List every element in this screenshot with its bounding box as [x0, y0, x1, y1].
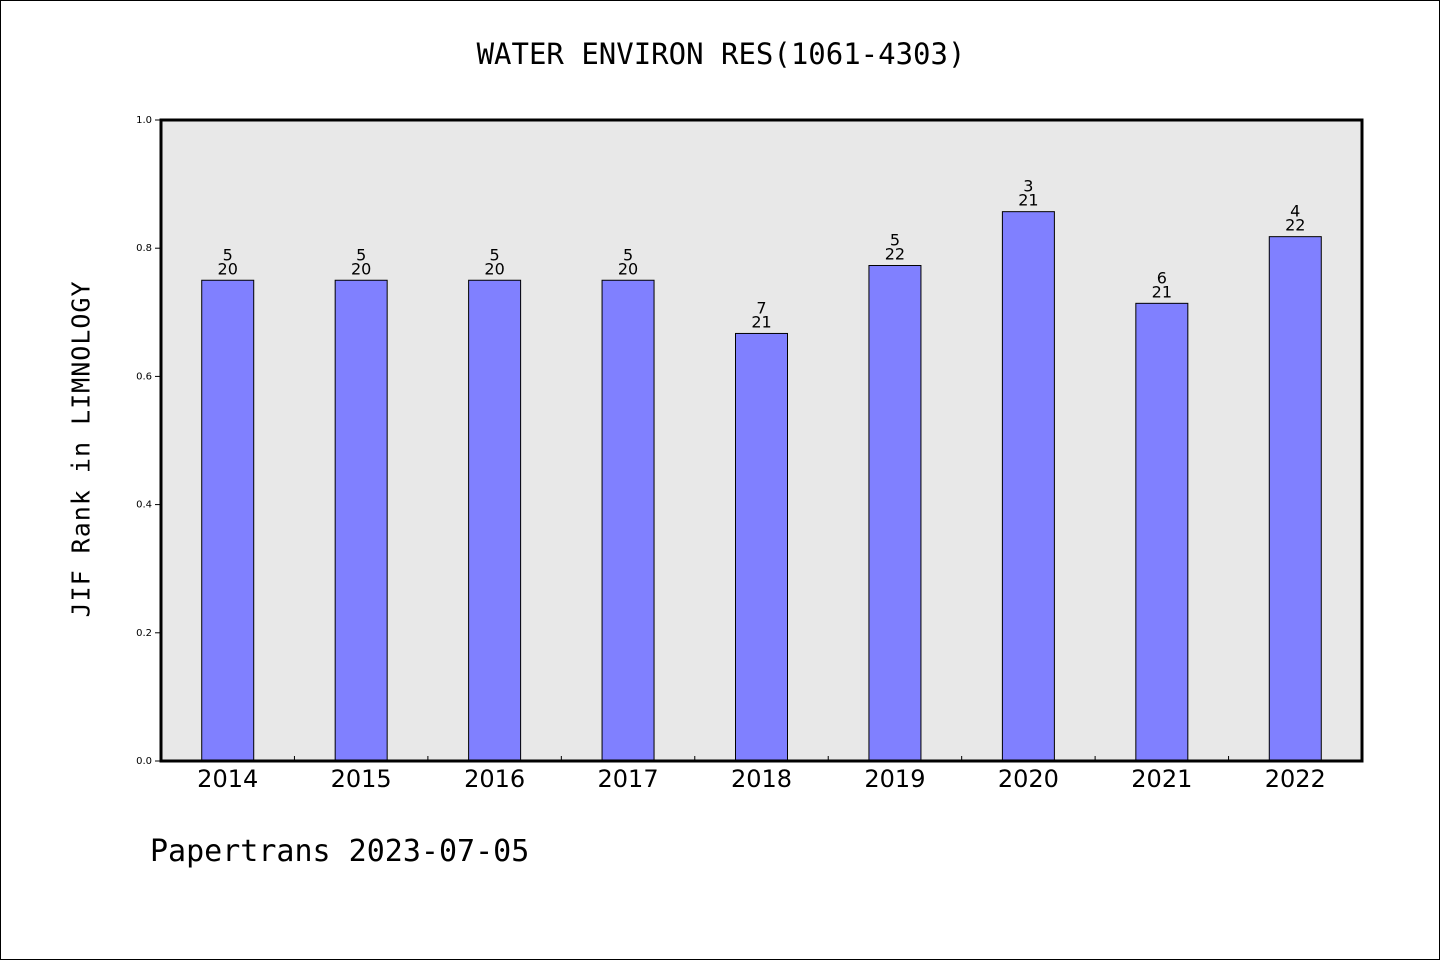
bar-rank-label: 5	[890, 231, 900, 250]
plot-border	[159, 118, 1364, 763]
bar	[1001, 211, 1055, 762]
bar	[1268, 236, 1322, 762]
footer-credit: Papertrans 2023-07-05	[150, 834, 530, 869]
x-tick-label: 2019	[864, 765, 925, 793]
bar-total-label: 20	[618, 259, 638, 278]
bar-rank-label: 5	[223, 245, 233, 264]
y-tick-label: 0.6	[136, 371, 152, 382]
chart-title: WATER ENVIRON RES(1061-4303)	[476, 37, 966, 71]
y-tick-label: 0.0	[136, 756, 152, 767]
bar	[201, 279, 255, 762]
bar-rank-label: 7	[756, 298, 766, 317]
bar-rank-label: 5	[356, 245, 366, 264]
bar-total-label: 21	[1152, 282, 1172, 301]
bar-rank-label: 3	[1023, 177, 1033, 196]
bar-total-label: 20	[218, 259, 238, 278]
bar	[334, 279, 388, 762]
bar-total-label: 21	[1018, 191, 1038, 210]
y-tick-label: 0.8	[136, 243, 152, 254]
bar	[868, 265, 922, 762]
x-tick-label: 2015	[331, 765, 392, 793]
x-tick-label: 2017	[598, 765, 659, 793]
bar-total-label: 22	[885, 245, 905, 264]
bar-rank-label: 6	[1157, 268, 1167, 287]
y-tick-label: 0.4	[136, 500, 152, 511]
bar-rank-label: 4	[1290, 202, 1300, 221]
bar-total-label: 20	[484, 259, 504, 278]
x-tick-label: 2022	[1265, 765, 1326, 793]
bar-total-label: 21	[751, 312, 771, 331]
y-tick-label: 0.2	[136, 628, 152, 639]
bar	[601, 279, 655, 762]
y-tick-label: 1.0	[136, 115, 152, 126]
x-tick-label: 2016	[464, 765, 525, 793]
bar	[735, 332, 788, 762]
bar	[1135, 302, 1189, 762]
bar-rank-label: 5	[623, 245, 633, 264]
x-tick-label: 2021	[1131, 765, 1192, 793]
bar	[468, 279, 522, 762]
x-tick-label: 2020	[998, 765, 1059, 793]
x-tick-label: 2014	[197, 765, 258, 793]
bar-rank-label: 5	[490, 245, 500, 264]
bar-total-label: 22	[1285, 216, 1305, 235]
x-tick-label: 2018	[731, 765, 792, 793]
bar-total-label: 20	[351, 259, 371, 278]
